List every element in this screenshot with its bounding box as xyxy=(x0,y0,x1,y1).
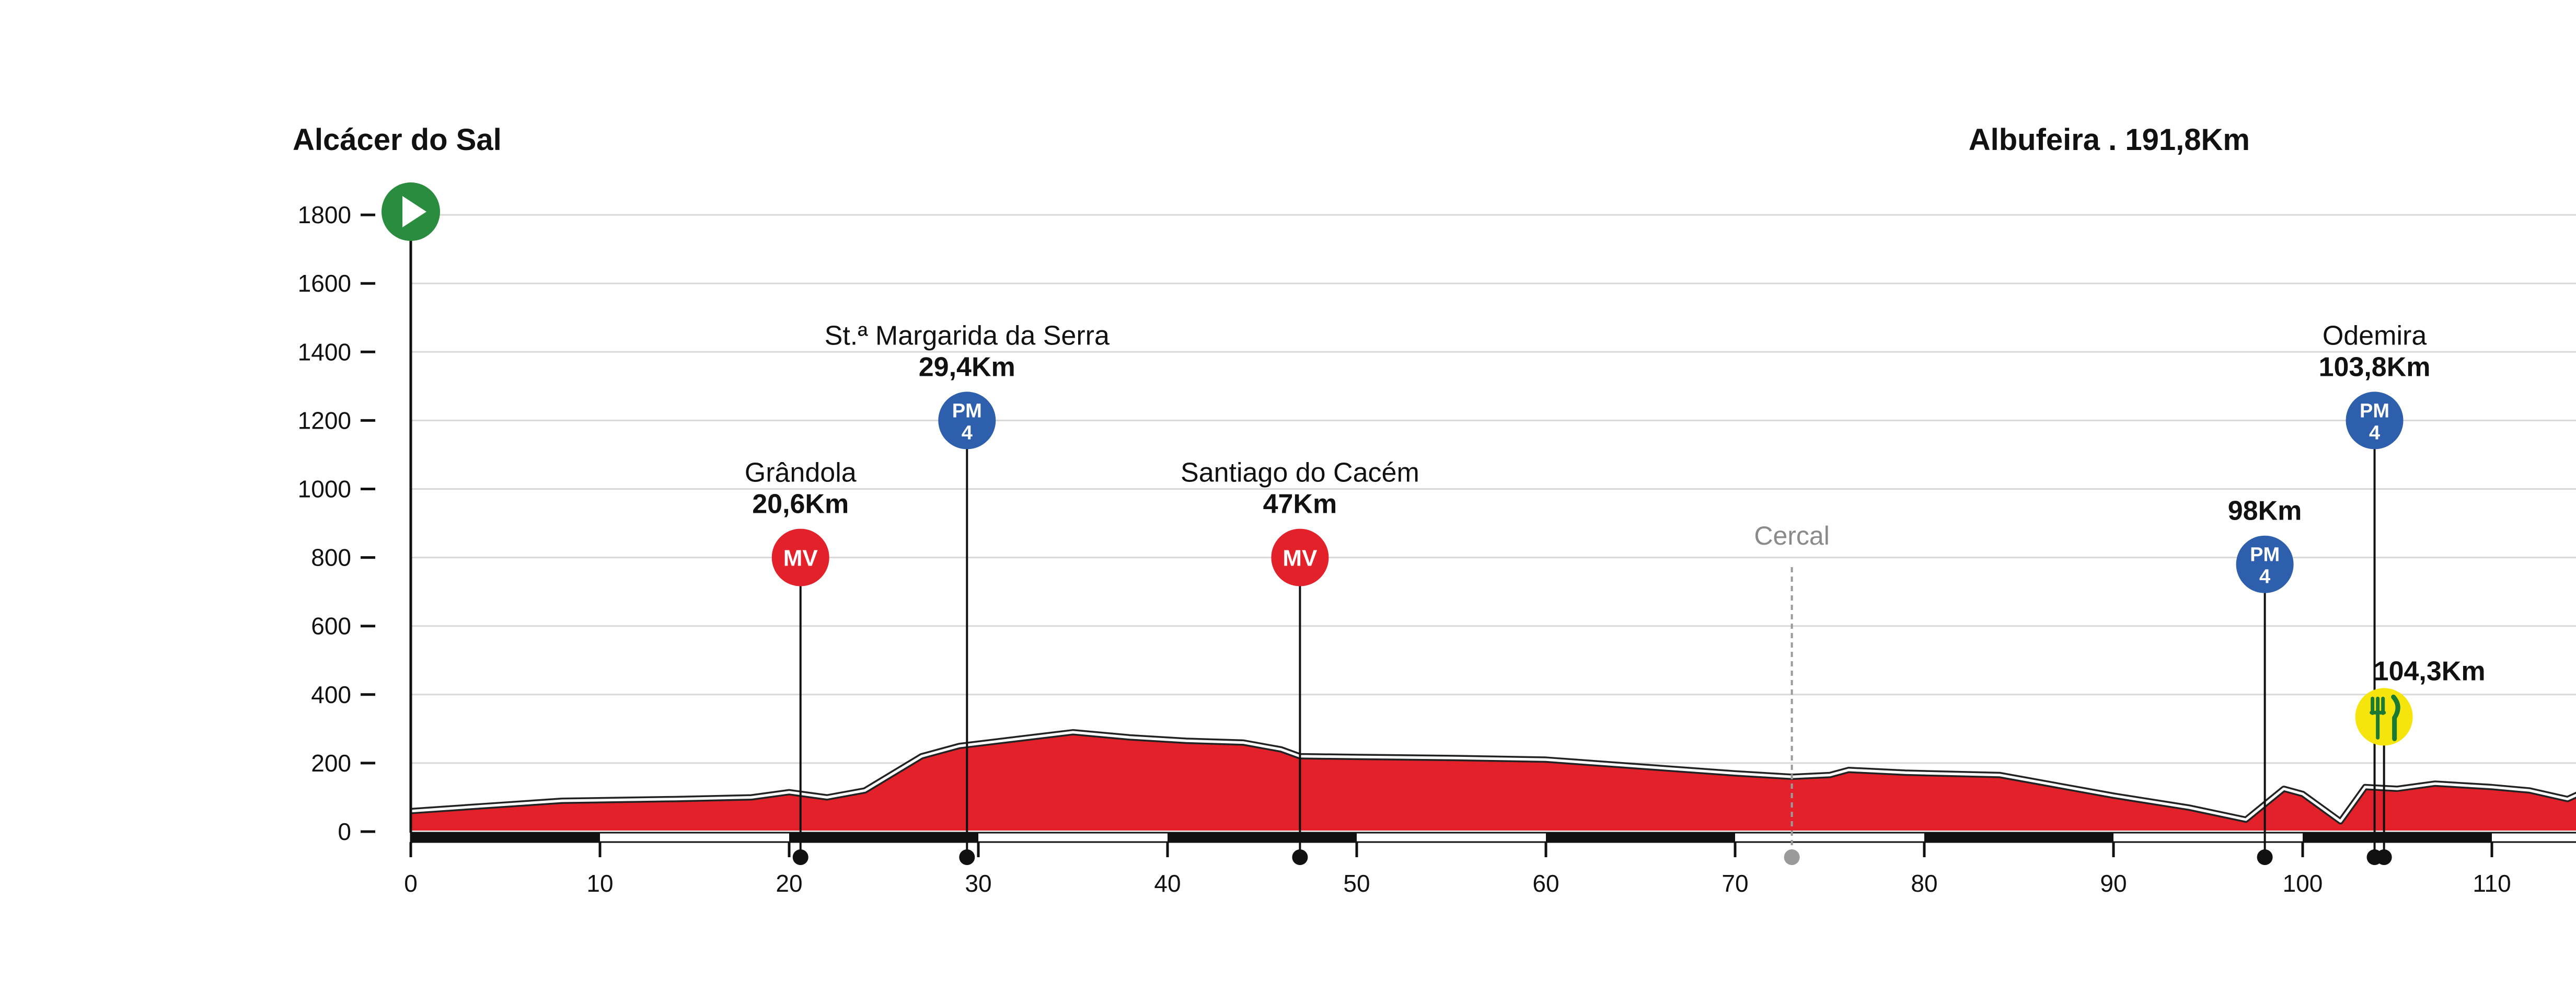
marker-badge xyxy=(938,391,996,450)
marker-dot xyxy=(1292,849,1308,865)
marker-distance-label: 98Km xyxy=(2228,496,2302,526)
y-tick-label: 800 xyxy=(311,544,351,571)
marker-distance-label: 47Km xyxy=(1263,489,1337,520)
marker-badge-text: PM xyxy=(952,400,982,422)
x-tick-label: 110 xyxy=(2473,870,2511,897)
x-tick-label: 70 xyxy=(1722,870,1748,897)
elevation-profile xyxy=(410,729,2576,831)
x-tick-label: 90 xyxy=(2100,870,2127,897)
distance-bar-segment xyxy=(411,833,600,842)
knife-icon xyxy=(2391,694,2400,741)
marker-distance-label: 29,4Km xyxy=(919,352,1015,382)
y-axis: 0 200 400 600 800 1000 1200 1400 1600 1800 xyxy=(298,201,375,845)
fork-icon xyxy=(2370,696,2386,740)
start-finish: Alcácer do Sal Albufeira . 191,8Km xyxy=(293,123,2250,833)
distance-bar xyxy=(410,832,2576,843)
y-tick-label: 200 xyxy=(311,750,351,777)
profile-area xyxy=(411,732,2576,831)
marker-name-label: Grândola xyxy=(745,458,857,488)
y-tick-label: 1800 xyxy=(298,201,351,228)
x-axis: 0102030405060708090100110120130140150160… xyxy=(404,832,2576,897)
marker-category: 4 xyxy=(2259,566,2270,588)
marker-dot xyxy=(959,849,975,865)
marker-badge xyxy=(771,528,829,586)
x-tick-label: 60 xyxy=(1532,870,1559,897)
marker-badge-text: PM xyxy=(2250,544,2280,566)
x-tick-label: 80 xyxy=(1911,870,1937,897)
start-label: Alcácer do Sal xyxy=(293,123,502,157)
distance-bar-segment xyxy=(789,833,978,842)
intermediate-points: CercalSaboia xyxy=(1754,521,1830,865)
marker-dot xyxy=(2257,849,2273,865)
x-tick-label: 40 xyxy=(1154,870,1181,897)
marker-badge-text: MV xyxy=(1283,546,1318,571)
x-tick-label: 30 xyxy=(965,870,991,897)
y-tick-label: 600 xyxy=(311,613,351,640)
y-tick-label: 1000 xyxy=(298,476,351,503)
grid-lines xyxy=(411,214,2576,764)
x-tick-label: 0 xyxy=(404,870,418,897)
y-tick-label: 400 xyxy=(311,681,351,708)
marker-dot xyxy=(2376,849,2392,865)
x-tick-label: 20 xyxy=(776,870,802,897)
marker-distance-label: 20,6Km xyxy=(752,489,849,520)
y-tick-label: 0 xyxy=(338,818,351,845)
marker-category: 4 xyxy=(2369,422,2380,444)
y-tick-label: 1600 xyxy=(298,270,351,297)
y-tick-label: 1200 xyxy=(298,407,351,434)
distance-bar-segment xyxy=(1546,833,1735,842)
marker-dot xyxy=(792,849,808,865)
x-tick-label: 10 xyxy=(586,870,613,897)
marker-category: 4 xyxy=(962,422,973,444)
y-tick-label: 1400 xyxy=(298,338,351,365)
marker-badge-text: PM xyxy=(2360,400,2389,422)
marker-name-label: Santiago do Cacém xyxy=(1181,458,1419,488)
intermediate-dot xyxy=(1784,849,1800,865)
marker-name-label: Odemira xyxy=(2323,320,2427,351)
marker-badge xyxy=(2346,391,2404,450)
finish-label: Albufeira . 191,8Km xyxy=(1969,123,2250,157)
marker-name-label: St.ª Margarida da Serra xyxy=(825,320,1110,351)
distance-bar-segment xyxy=(1168,833,1357,842)
intermediate-label: Cercal xyxy=(1754,521,1829,550)
marker-distance-label: 103,8Km xyxy=(2319,352,2431,382)
x-tick-label: 100 xyxy=(2283,870,2323,897)
marker-badge-text: MV xyxy=(783,546,818,571)
marker-feed: 104,3Km xyxy=(2355,656,2486,865)
feed-icon xyxy=(2355,688,2413,746)
marker-badge xyxy=(1271,528,1329,586)
marker-pm: PM4 98Km xyxy=(2228,496,2302,865)
profile-outline-inner xyxy=(410,731,2576,823)
distance-bar-segment xyxy=(1924,833,2113,842)
play-icon xyxy=(402,196,426,227)
x-tick-label: 50 xyxy=(1343,870,1370,897)
distance-bar-segment xyxy=(2303,833,2492,842)
marker-distance-label: 104,3Km xyxy=(2374,656,2486,686)
marker-badge xyxy=(2236,535,2294,593)
